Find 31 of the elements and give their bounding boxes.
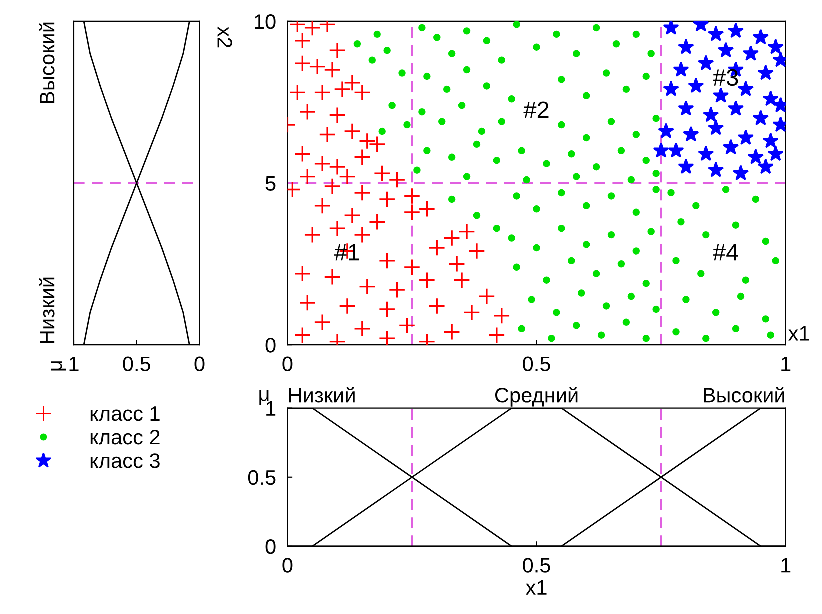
y-tick-label: 0: [266, 539, 276, 554]
x-axis-title: x1: [788, 326, 810, 341]
x-tick-label: 0: [282, 356, 293, 372]
text: Низкий: [39, 278, 55, 344]
annotation: #4: [713, 244, 738, 261]
text: Низкий: [289, 387, 355, 403]
y-tick-label: 5: [266, 176, 276, 192]
x-tick-label: 1: [782, 356, 791, 372]
text: Высокий: [704, 387, 784, 403]
annotation: #3: [713, 69, 738, 86]
x-tick-label: 0.5: [523, 356, 550, 372]
y-axis-title: x2: [218, 26, 232, 48]
x-tick-label: 0.5: [123, 356, 150, 372]
x-tick-label: 0: [194, 356, 205, 372]
legend-label: класс 2: [90, 430, 160, 445]
x-axis-title: x1: [526, 580, 547, 595]
legend-label: класс 1: [90, 406, 160, 422]
x-tick-label: 0: [282, 558, 293, 573]
y-tick-label: 0.5: [248, 470, 276, 486]
y-tick-label: 1: [266, 402, 276, 416]
y-tick-label: 0: [266, 338, 276, 353]
text: μ: [51, 362, 66, 371]
annotation: #2: [524, 102, 549, 118]
y-tick-label: 10: [255, 14, 276, 30]
x-tick-label: 1: [70, 356, 79, 372]
legend-label: класс 3: [90, 454, 160, 468]
x-tick-label: 1: [782, 558, 791, 573]
y-axis-title: μ: [260, 390, 269, 406]
text: Высокий: [39, 22, 55, 104]
text: Средний: [495, 387, 578, 407]
x-tick-label: 0.5: [523, 558, 550, 573]
